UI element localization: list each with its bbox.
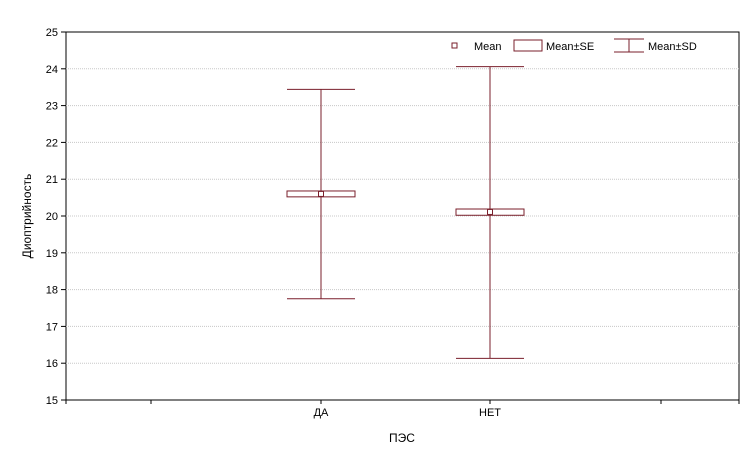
- legend-sd-label: Mean±SD: [648, 41, 697, 53]
- legend-mean-icon: [451, 42, 458, 49]
- chart-marks: [286, 66, 525, 359]
- legend: Mean Mean±SE Mean±SD: [451, 38, 697, 53]
- mean-marker: [487, 208, 493, 215]
- x-axis-ticks: ДА НЕТ: [65, 400, 740, 419]
- legend-se-label: Mean±SE: [546, 41, 594, 53]
- x-axis-title: ПЭС: [389, 431, 415, 445]
- mean-marker: [318, 190, 324, 197]
- y-tick-label: 16: [46, 358, 58, 370]
- y-tick-label: 20: [46, 211, 58, 223]
- y-tick-label: 19: [46, 248, 58, 260]
- y-tick-label: 18: [46, 285, 58, 297]
- y-tick-label: 23: [46, 101, 58, 113]
- y-tick-label: 15: [46, 395, 58, 407]
- y-tick-label: 22: [46, 137, 58, 149]
- y-tick-label: 17: [46, 321, 58, 333]
- series-group-1: [455, 66, 525, 359]
- series-group-0: [286, 88, 356, 300]
- legend-sd-icon: [614, 38, 644, 53]
- legend-se-icon: [513, 39, 543, 52]
- y-tick-label: 24: [46, 64, 58, 76]
- y-tick-label: 25: [46, 27, 58, 39]
- x-tick-label: НЕТ: [479, 407, 501, 419]
- y-axis-title: Диоптрийность: [20, 174, 34, 259]
- legend-mean-label: Mean: [474, 41, 502, 53]
- grid-lines: [66, 68, 739, 364]
- y-tick-label: 21: [46, 174, 58, 186]
- x-tick-label: ДА: [314, 407, 329, 419]
- y-axis-ticks: 15 16 17 18 19 20 21 22 23 24 25: [46, 27, 66, 407]
